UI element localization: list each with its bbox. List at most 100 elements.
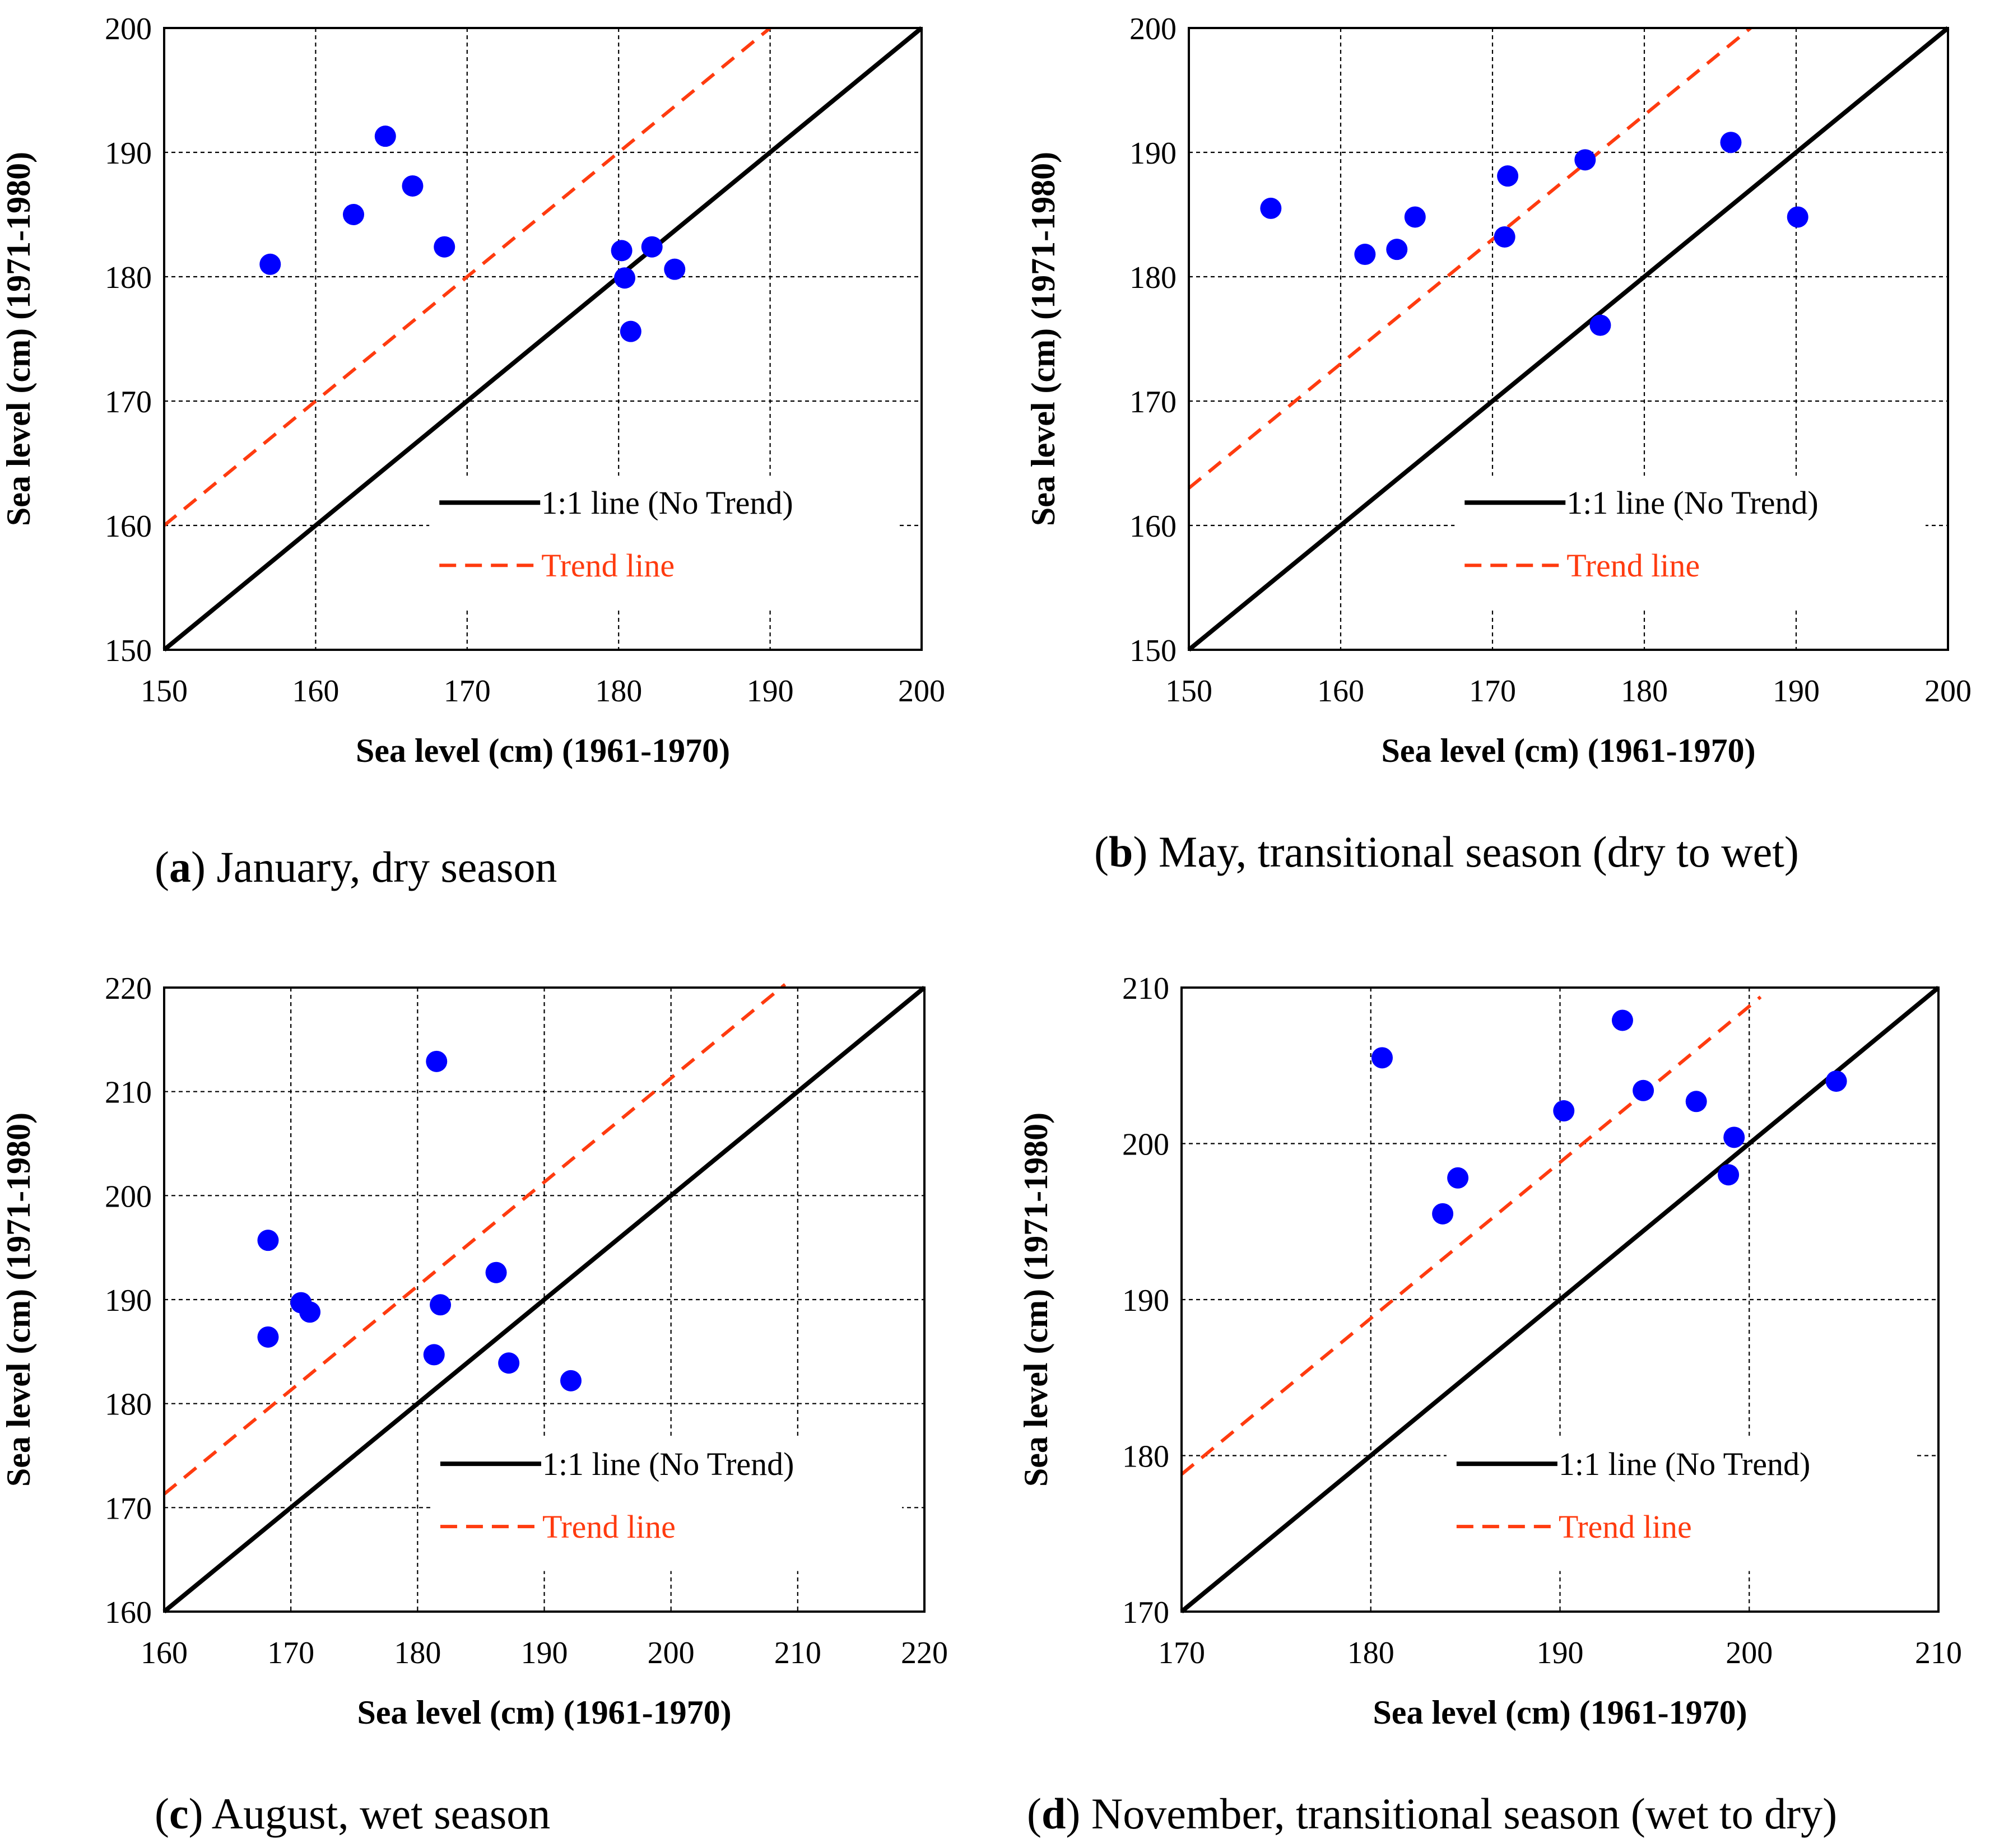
one-to-one-line (1187, 26, 1950, 652)
caption-d: (d) November, transitional season (wet t… (1027, 1789, 1838, 1838)
one-to-one-line (162, 985, 926, 1614)
x-tick-label: 200 (898, 674, 945, 709)
x-tick-label: 160 (1317, 674, 1364, 709)
caption-b: (b) May, transitional season (dry to wet… (1094, 827, 1799, 876)
data-point (560, 1370, 582, 1391)
x-tick-label: 190 (521, 1636, 568, 1670)
plot-frame (163, 986, 926, 1613)
data-point (299, 1301, 321, 1323)
y-tick-label: 160 (105, 509, 152, 544)
data-point (1611, 1009, 1633, 1031)
data-point (259, 253, 281, 275)
x-tick-label: 170 (267, 1636, 314, 1670)
legend-label-one-to-one: 1:1 line (No Trend) (542, 1446, 794, 1482)
x-tick-label: 220 (901, 1636, 948, 1670)
legend-label-one-to-one: 1:1 line (No Trend) (1566, 485, 1819, 521)
data-point (1718, 1164, 1740, 1186)
y-axis-title: Sea level (cm) (1971-1980) (1017, 1112, 1054, 1487)
data-point (641, 236, 663, 258)
y-tick-label: 180 (1122, 1440, 1169, 1474)
data-point (1354, 244, 1376, 266)
chart-panel-a: 1:1 line (No Trend) Trend line 150 160 170 18… (0, 12, 945, 769)
y-tick-label: 170 (1129, 385, 1177, 420)
legend-label-trend: Trend line (542, 1509, 676, 1545)
x-tick-label: 180 (595, 674, 642, 709)
x-tick-label: 180 (1347, 1636, 1394, 1670)
x-tick-label: 170 (444, 674, 491, 709)
plot-frame (163, 27, 923, 651)
y-tick-label: 200 (1129, 12, 1177, 46)
data-point (620, 320, 641, 342)
y-tick-label: 200 (105, 12, 152, 46)
x-tick-label: 210 (774, 1636, 821, 1670)
data-point (1787, 206, 1808, 228)
y-tick-label: 220 (105, 971, 152, 1006)
data-point (1371, 1047, 1393, 1069)
data-point (434, 236, 455, 258)
x-tick-label: 190 (1773, 674, 1820, 709)
x-tick-label: 200 (1924, 674, 1972, 709)
x-tick-label: 150 (1165, 674, 1212, 709)
trend-line (1180, 995, 1762, 1476)
one-to-one-line (162, 26, 923, 652)
data-point (1633, 1079, 1654, 1101)
legend-background (1446, 1437, 1916, 1571)
data-point (257, 1230, 279, 1251)
y-axis-title: Sea level (cm) (1971-1980) (0, 152, 37, 526)
data-point (426, 1050, 448, 1072)
trend-line (163, 26, 771, 527)
y-tick-label: 170 (105, 385, 152, 420)
y-tick-label: 210 (1122, 971, 1169, 1006)
x-tick-label: 160 (141, 1636, 188, 1670)
x-axis-title: Sea level (cm) (1961-1970) (357, 1694, 731, 1731)
data-point (1494, 226, 1515, 248)
data-point (1447, 1167, 1469, 1189)
data-point (1260, 197, 1282, 219)
x-tick-label: 180 (394, 1636, 441, 1670)
caption-c: (c) August, wet season (155, 1789, 551, 1838)
trend-line (1188, 26, 1752, 490)
x-axis-title: Sea level (cm) (1961-1970) (356, 732, 730, 769)
legend-label-one-to-one: 1:1 line (No Trend) (541, 485, 793, 521)
chart-panel-c: 1:1 line (No Trend) Trend line 160 170 180 19… (0, 971, 948, 1731)
y-axis-title: Sea level (cm) (1971-1980) (0, 1112, 37, 1487)
data-point (257, 1326, 279, 1348)
data-point (614, 267, 636, 289)
data-point (1720, 132, 1742, 153)
y-tick-label: 180 (105, 260, 152, 295)
chart-panel-d: 1:1 line (No Trend) Trend line 170 180 190 20… (1017, 971, 1962, 1731)
y-tick-label: 150 (1129, 634, 1177, 668)
data-point (1386, 239, 1408, 260)
legend-background (429, 476, 899, 609)
y-tick-label: 210 (105, 1076, 152, 1110)
x-tick-label: 170 (1158, 1636, 1205, 1670)
x-tick-label: 200 (648, 1636, 695, 1670)
data-point (1404, 206, 1426, 228)
caption-a: (a) January, dry season (155, 842, 557, 891)
x-tick-label: 210 (1915, 1636, 1962, 1670)
x-axis-title: Sea level (cm) (1961-1970) (1373, 1694, 1747, 1731)
y-tick-label: 160 (105, 1595, 152, 1630)
legend-label-one-to-one: 1:1 line (No Trend) (1559, 1446, 1811, 1482)
data-point (423, 1344, 445, 1366)
legend-label-trend: Trend line (1559, 1509, 1692, 1545)
x-tick-label: 170 (1469, 674, 1516, 709)
y-tick-label: 190 (1129, 136, 1177, 171)
one-to-one-line (1180, 985, 1940, 1614)
x-tick-label: 150 (141, 674, 188, 709)
data-point (1574, 149, 1596, 171)
data-point (1432, 1203, 1454, 1225)
data-point (664, 258, 686, 280)
legend-label-trend: Trend line (1566, 547, 1700, 584)
y-tick-label: 200 (105, 1179, 152, 1214)
legend-background (1454, 476, 1926, 609)
data-point (402, 175, 424, 197)
y-axis-title: Sea level (cm) (1971-1980) (1025, 152, 1062, 526)
data-point (374, 125, 396, 147)
y-tick-label: 190 (1122, 1283, 1169, 1318)
y-tick-label: 160 (1129, 509, 1177, 544)
y-tick-label: 170 (1122, 1595, 1169, 1630)
data-point (1589, 314, 1611, 336)
data-point (611, 240, 633, 262)
data-point (1497, 165, 1519, 187)
